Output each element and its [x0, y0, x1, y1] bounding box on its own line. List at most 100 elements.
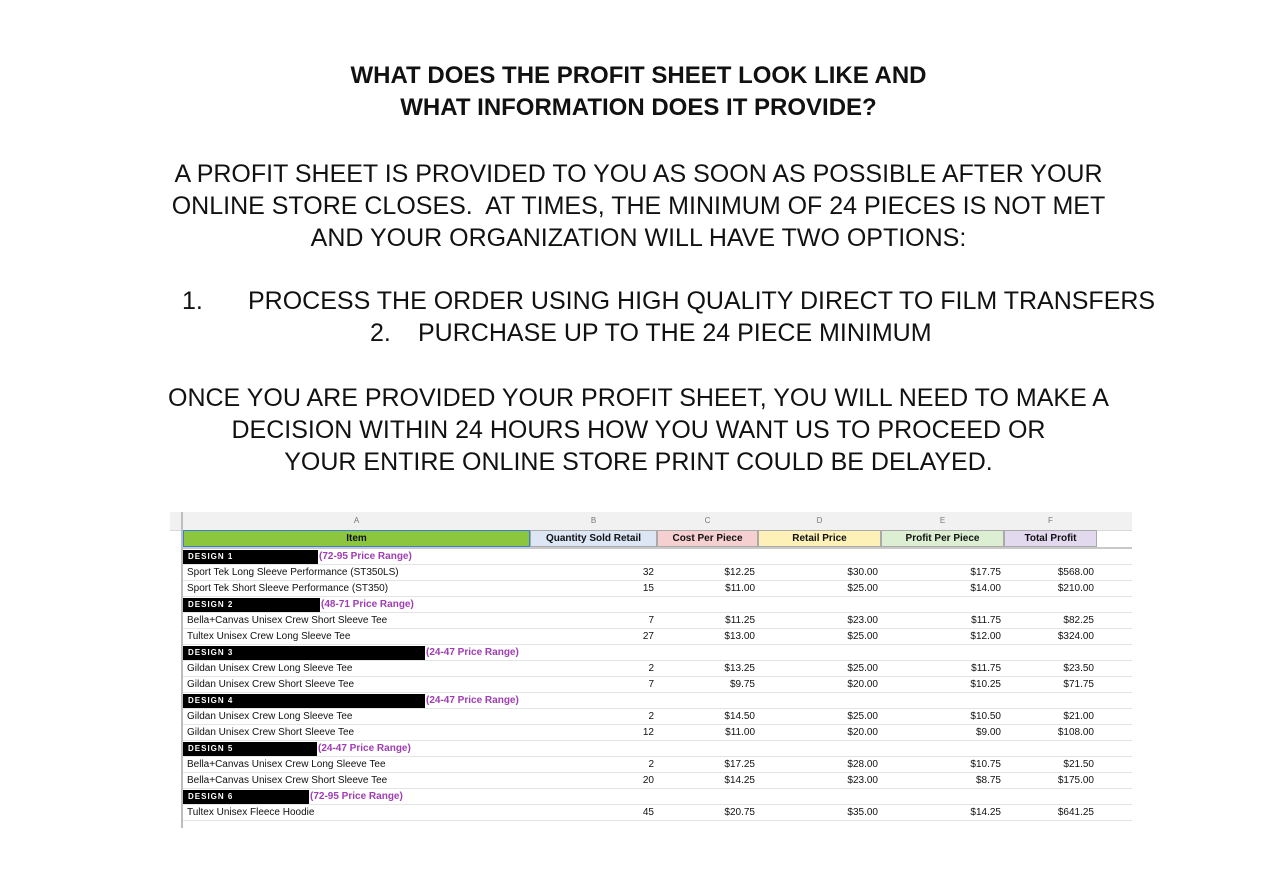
design-label: DESIGN 4 — [183, 694, 425, 708]
row-line — [183, 661, 1132, 677]
row-line — [183, 693, 1132, 709]
column-letter: C — [704, 516, 711, 525]
column-header: Quantity Sold Retail — [530, 530, 657, 547]
cell-value: 2 — [648, 663, 654, 674]
cell-value: 15 — [642, 583, 654, 594]
cell-value: $23.50 — [1063, 663, 1094, 674]
row-line — [183, 613, 1132, 629]
option-text: PROCESS THE ORDER USING HIGH QUALITY DIR… — [248, 287, 1156, 315]
option-number: 1. — [182, 287, 203, 315]
cell-value: $11.75 — [971, 615, 1001, 626]
cell-value: $9.00 — [975, 727, 1001, 738]
cell-value: 12 — [642, 727, 654, 738]
design-label: DESIGN 2 — [183, 598, 320, 612]
cell-value: 7 — [648, 615, 654, 626]
cell-value: $108.00 — [1057, 727, 1094, 738]
sheet-left-edge — [181, 512, 183, 828]
cell-value: $20.75 — [724, 807, 755, 818]
row-line — [183, 805, 1132, 821]
cell-value: $30.00 — [847, 567, 878, 578]
column-header: Total Profit — [1004, 530, 1097, 547]
price-range: (72-95 Price Range) — [319, 551, 412, 562]
row-line — [183, 629, 1132, 645]
cell-value: $14.25 — [970, 807, 1001, 818]
design-label: DESIGN 3 — [183, 646, 425, 660]
item-name: Sport Tek Short Sleeve Performance (ST35… — [187, 583, 389, 594]
cell-value: $23.00 — [847, 775, 878, 786]
cell-value: 32 — [642, 567, 654, 578]
cell-value: $14.50 — [724, 711, 755, 722]
cell-value: $82.25 — [1063, 615, 1094, 626]
column-header: Profit Per Piece — [881, 530, 1004, 547]
option-text: PURCHASE UP TO THE 24 PIECE MINIMUM — [418, 319, 932, 347]
cell-value: $17.25 — [724, 759, 755, 770]
cell-value: $11.25 — [725, 615, 755, 626]
option-number: 2. — [370, 319, 391, 347]
item-name: Gildan Unisex Crew Long Sleeve Tee — [187, 711, 353, 722]
row-line — [183, 789, 1132, 805]
price-range: (24-47 Price Range) — [318, 743, 411, 754]
item-name: Tultex Unisex Fleece Hoodie — [187, 807, 315, 818]
cell-value: $568.00 — [1057, 567, 1094, 578]
cell-value: $25.00 — [847, 663, 878, 674]
column-header: Cost Per Piece — [657, 530, 758, 547]
row-line — [183, 709, 1132, 725]
item-name: Tultex Unisex Crew Long Sleeve Tee — [187, 631, 351, 642]
cell-value: $10.75 — [970, 759, 1001, 770]
cell-value: $12.25 — [724, 567, 755, 578]
cell-value: $21.50 — [1063, 759, 1094, 770]
cell-value: 7 — [648, 679, 654, 690]
cell-value: $11.75 — [971, 663, 1001, 674]
column-header: Item — [183, 530, 530, 547]
cell-value: $20.00 — [847, 727, 878, 738]
cell-value: $14.25 — [724, 775, 755, 786]
item-name: Bella+Canvas Unisex Crew Short Sleeve Te… — [187, 775, 388, 786]
row-line — [183, 645, 1132, 661]
intro-line: AND YOUR ORGANIZATION WILL HAVE TWO OPTI… — [310, 224, 967, 252]
item-name: Gildan Unisex Crew Short Sleeve Tee — [187, 679, 355, 690]
cell-value: $210.00 — [1057, 583, 1094, 594]
row-line — [183, 773, 1132, 789]
item-name: Bella+Canvas Unisex Crew Long Sleeve Tee — [187, 759, 386, 770]
cell-value: $641.25 — [1057, 807, 1094, 818]
cell-value: $8.75 — [975, 775, 1001, 786]
row-line — [183, 725, 1132, 741]
column-letter: F — [1048, 516, 1053, 525]
column-letter: E — [939, 516, 946, 525]
design-label: DESIGN 6 — [183, 790, 309, 804]
intro-line: ONLINE STORE CLOSES. AT TIMES, THE MINIM… — [171, 192, 1106, 220]
row-line — [183, 565, 1132, 581]
cell-value: $20.00 — [847, 679, 878, 690]
price-range: (48-71 Price Range) — [321, 599, 414, 610]
item-name: Sport Tek Long Sleeve Performance (ST350… — [187, 567, 399, 578]
cell-value: $28.00 — [847, 759, 878, 770]
item-name: Gildan Unisex Crew Short Sleeve Tee — [187, 727, 355, 738]
column-header: Retail Price — [758, 530, 881, 547]
cell-value: 45 — [642, 807, 654, 818]
cell-value: $12.00 — [970, 631, 1001, 642]
cell-value: $324.00 — [1057, 631, 1094, 642]
item-name: Bella+Canvas Unisex Crew Short Sleeve Te… — [187, 615, 388, 626]
row-line — [183, 677, 1132, 693]
price-range: (24-47 Price Range) — [426, 647, 519, 658]
design-label: DESIGN 1 — [183, 550, 318, 564]
column-letter: B — [590, 516, 597, 525]
cell-value: $175.00 — [1057, 775, 1094, 786]
design-label: DESIGN 5 — [183, 742, 317, 756]
intro-line: A PROFIT SHEET IS PROVIDED TO YOU AS SOO… — [174, 160, 1103, 188]
cell-value: $21.00 — [1063, 711, 1094, 722]
cell-value: $10.50 — [970, 711, 1001, 722]
price-range: (72-95 Price Range) — [310, 791, 403, 802]
cell-value: $9.75 — [729, 679, 755, 690]
price-range: (24-47 Price Range) — [426, 695, 519, 706]
header-underline — [183, 547, 1132, 549]
cell-value: $11.00 — [725, 727, 755, 738]
row-line — [183, 597, 1132, 613]
closing-line: DECISION WITHIN 24 HOURS HOW YOU WANT US… — [231, 416, 1046, 444]
title-line: WHAT DOES THE PROFIT SHEET LOOK LIKE AND — [350, 62, 927, 89]
cell-value: $11.00 — [725, 583, 755, 594]
cell-value: $35.00 — [847, 807, 878, 818]
cell-value: $25.00 — [847, 583, 878, 594]
closing-line: ONCE YOU ARE PROVIDED YOUR PROFIT SHEET,… — [168, 384, 1109, 412]
